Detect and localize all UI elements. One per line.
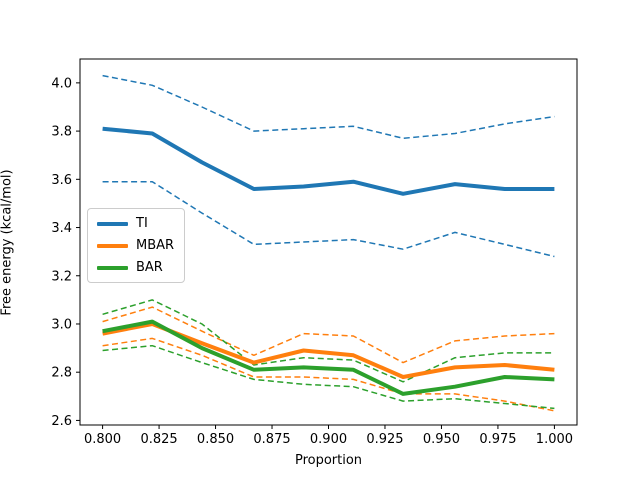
- x-tick-label: 0.825: [140, 432, 177, 447]
- y-tick-label: 3.4: [51, 221, 72, 236]
- x-tick-label: 0.900: [310, 432, 347, 447]
- bar-line: [102, 319, 555, 396]
- x-axis-label: Proportion: [294, 453, 363, 468]
- x-tick-label: 0.875: [253, 432, 290, 447]
- x-tick-label: 0.950: [423, 432, 460, 447]
- bar-upper-bound-line: [102, 299, 555, 383]
- x-tick-label: 0.975: [479, 432, 516, 447]
- bar-lower-bound-line: [102, 344, 555, 410]
- x-tick-label: 0.925: [366, 432, 403, 447]
- ti-line: [102, 126, 555, 196]
- plot-border: [79, 58, 578, 426]
- legend-swatch-mbar: [97, 243, 128, 248]
- legend-item-mbar: MBAR: [97, 238, 174, 253]
- mbar-upper-bound-line: [102, 306, 555, 364]
- legend: TI MBAR BAR: [87, 208, 186, 283]
- y-tick-label: 3.6: [51, 173, 72, 188]
- y-axis-label: Free energy (kcal/mol): [0, 169, 15, 316]
- legend-swatch-bar: [97, 265, 128, 270]
- ti-lower-bound-line: [102, 180, 555, 258]
- legend-item-bar: BAR: [97, 260, 174, 275]
- mbar-lower-bound-line: [102, 337, 555, 412]
- y-tick-label: 4.0: [51, 76, 72, 91]
- y-tick-label: 3.0: [51, 317, 72, 332]
- y-tick-label: 2.6: [51, 414, 72, 429]
- ti-upper-bound-line: [102, 74, 555, 140]
- x-tick-label: 0.800: [84, 432, 121, 447]
- legend-item-ti: TI: [97, 216, 174, 231]
- legend-label-ti: TI: [136, 216, 148, 231]
- x-tick-label: 0.850: [197, 432, 234, 447]
- x-tick-label: 1.000: [536, 432, 573, 447]
- legend-label-bar: BAR: [136, 260, 163, 275]
- legend-label-mbar: MBAR: [136, 238, 175, 253]
- legend-swatch-ti: [97, 221, 128, 226]
- y-tick-label: 3.8: [51, 125, 72, 140]
- y-tick-label: 2.8: [51, 366, 72, 381]
- y-tick-label: 3.2: [51, 269, 72, 284]
